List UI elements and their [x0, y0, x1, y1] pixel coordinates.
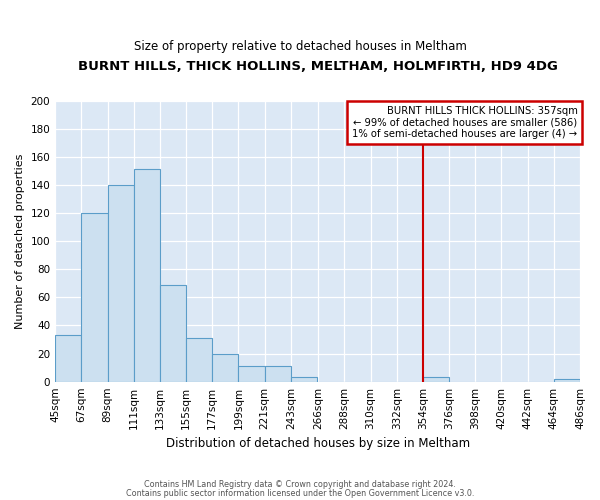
Bar	[423, 378, 449, 382]
Bar	[265, 366, 291, 382]
Text: BURNT HILLS THICK HOLLINS: 357sqm
← 99% of detached houses are smaller (586)
1% : BURNT HILLS THICK HOLLINS: 357sqm ← 99% …	[352, 106, 577, 140]
Bar	[186, 338, 212, 382]
Bar	[238, 366, 265, 382]
Bar	[554, 379, 580, 382]
Bar	[291, 378, 317, 382]
Bar	[160, 284, 186, 382]
Bar	[82, 213, 107, 382]
Title: BURNT HILLS, THICK HOLLINS, MELTHAM, HOLMFIRTH, HD9 4DG: BURNT HILLS, THICK HOLLINS, MELTHAM, HOL…	[77, 60, 557, 73]
Text: Contains HM Land Registry data © Crown copyright and database right 2024.: Contains HM Land Registry data © Crown c…	[144, 480, 456, 489]
Text: Contains public sector information licensed under the Open Government Licence v3: Contains public sector information licen…	[126, 489, 474, 498]
Bar	[212, 354, 238, 382]
X-axis label: Distribution of detached houses by size in Meltham: Distribution of detached houses by size …	[166, 437, 470, 450]
Bar	[107, 185, 134, 382]
Y-axis label: Number of detached properties: Number of detached properties	[15, 154, 25, 329]
Bar	[55, 336, 82, 382]
Text: Size of property relative to detached houses in Meltham: Size of property relative to detached ho…	[134, 40, 466, 53]
Bar	[134, 170, 160, 382]
